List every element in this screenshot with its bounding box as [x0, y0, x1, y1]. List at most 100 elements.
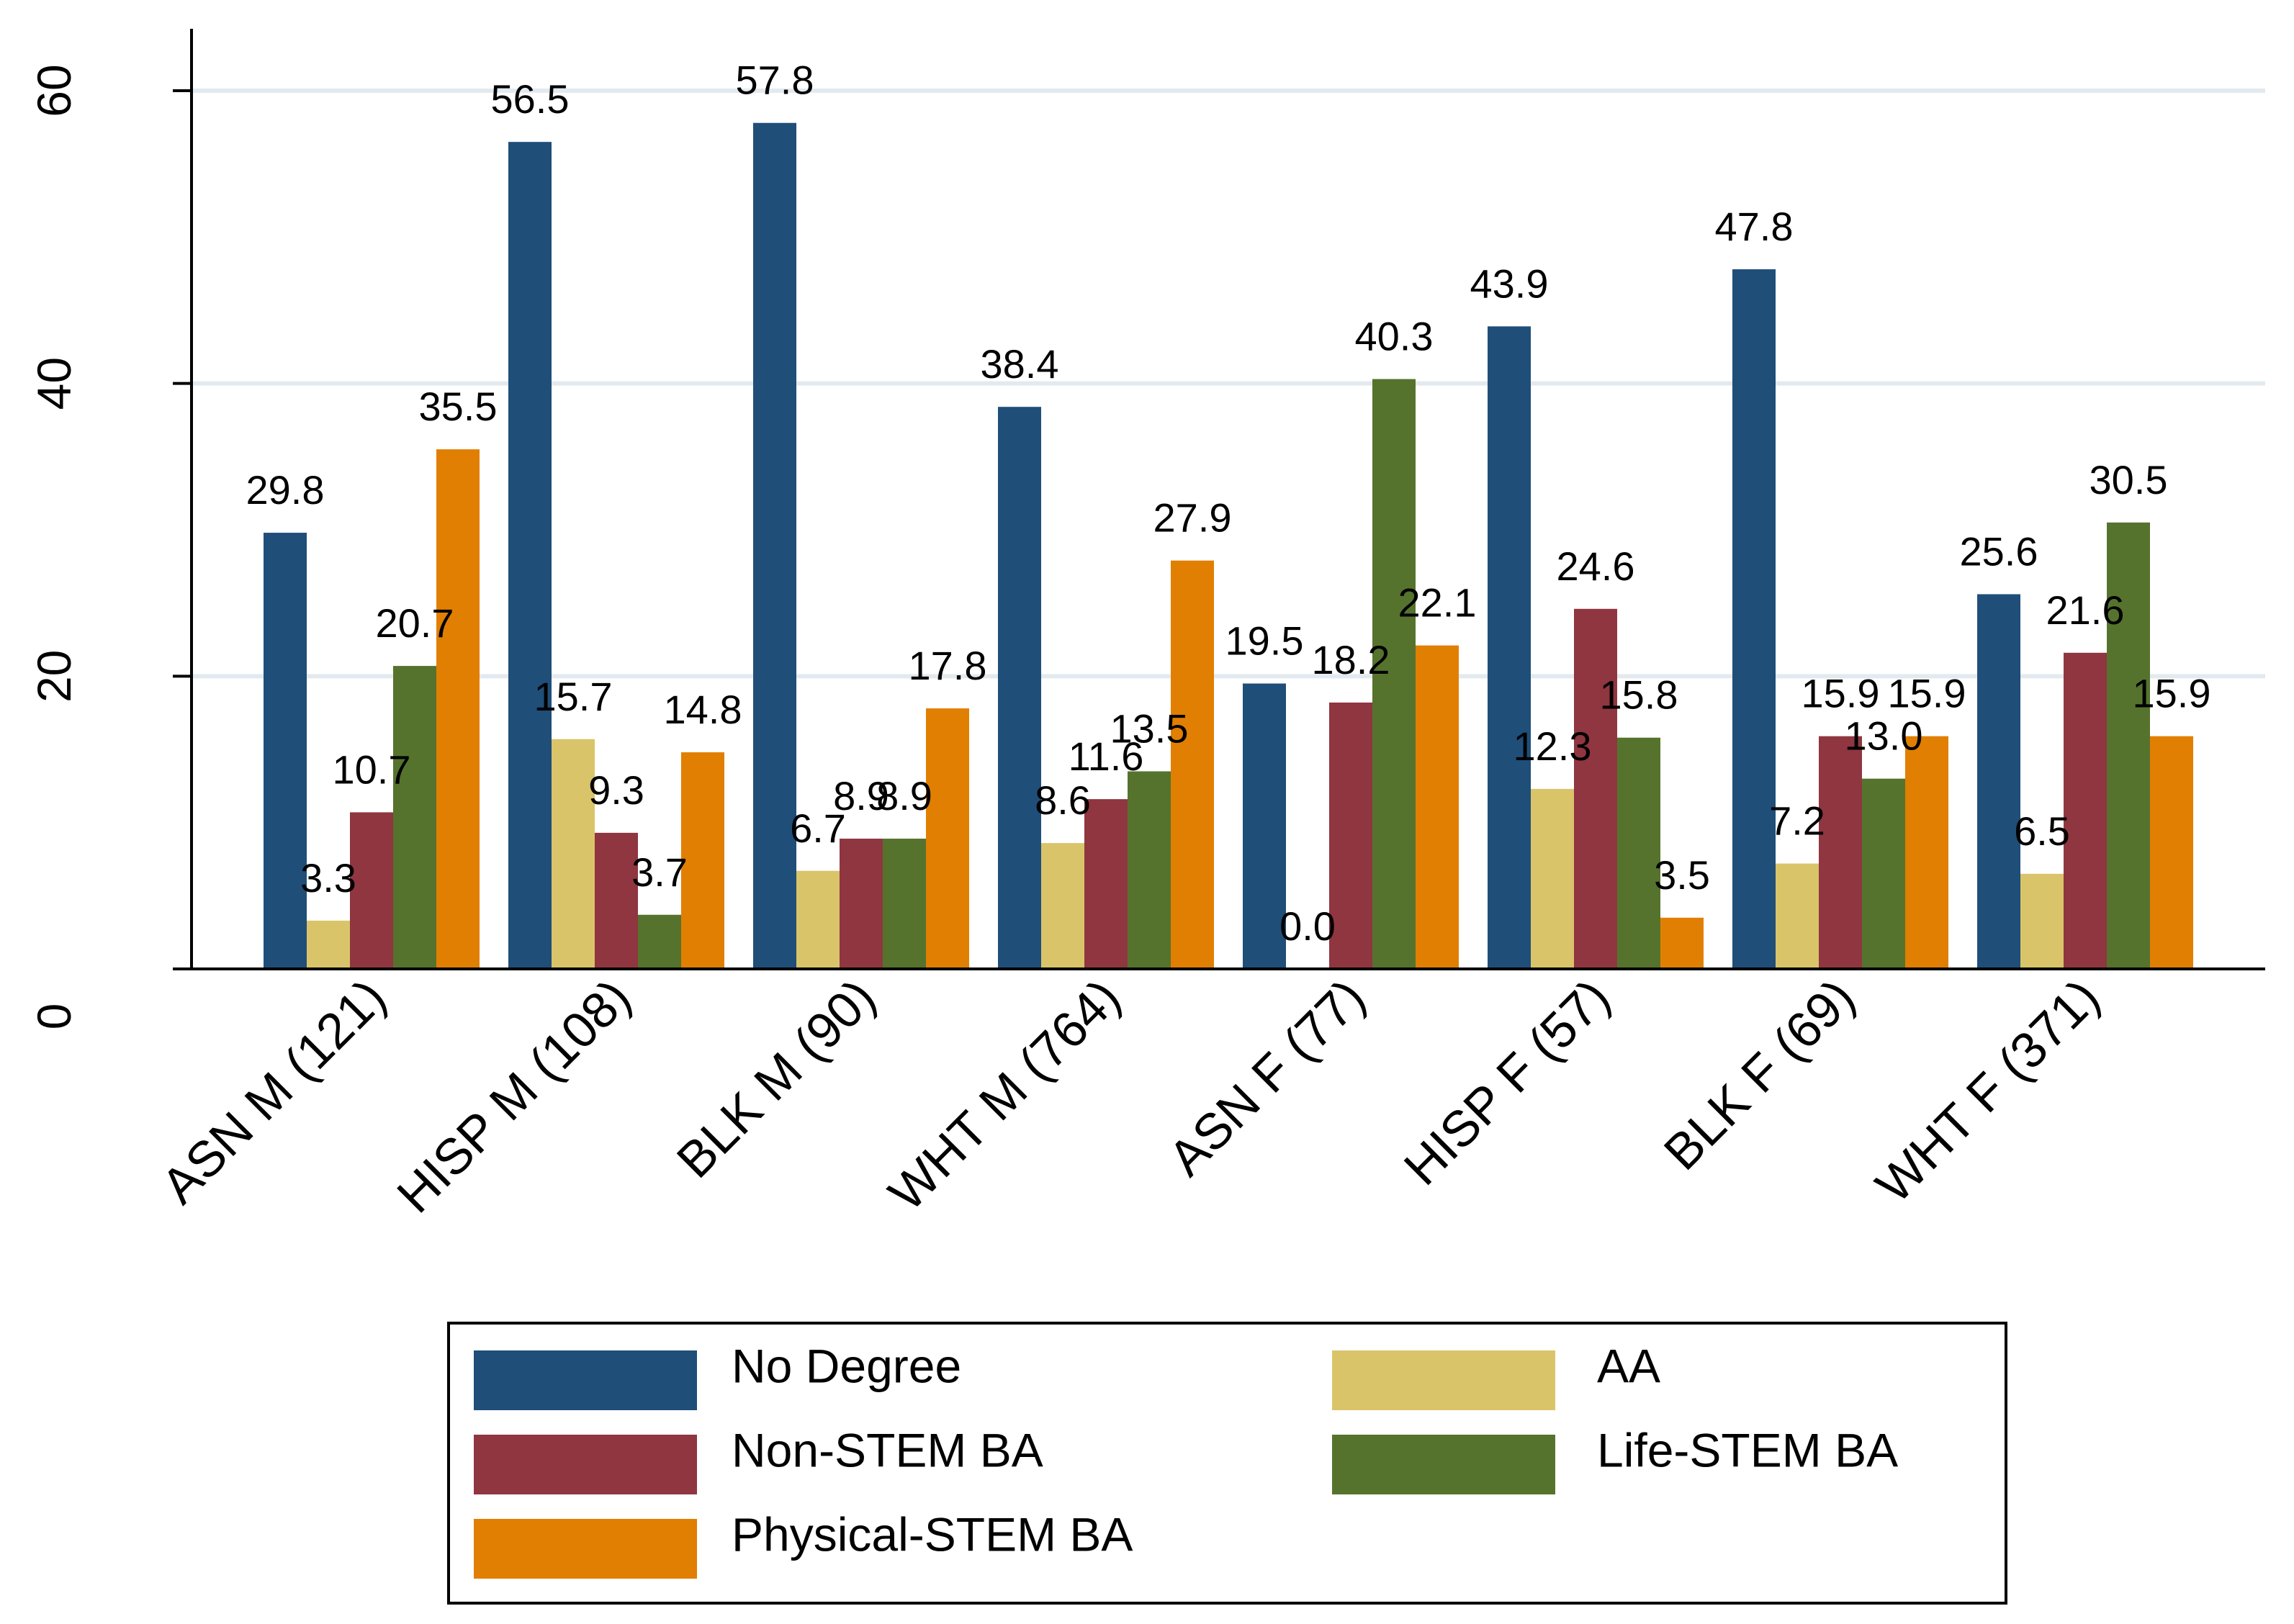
legend-label-aa: AA — [1597, 1339, 1660, 1392]
bar-physical-stem-ba-hisp-m-108 — [681, 752, 724, 969]
value-label-aa-wht-m-764: 8.6 — [1035, 777, 1091, 823]
bar-life-stem-ba-wht-m-764 — [1128, 771, 1171, 969]
bar-physical-stem-ba-hisp-f-57 — [1660, 917, 1704, 969]
x-tick-label-hisp-f-57: HISP F (57) — [1393, 968, 1621, 1196]
bar-aa-wht-f-371 — [2020, 873, 2064, 969]
bar-life-stem-ba-hisp-f-57 — [1617, 737, 1660, 969]
bar-no-degree-blk-m-90 — [753, 122, 796, 969]
bar-physical-stem-ba-wht-m-764 — [1171, 560, 1214, 969]
bar-life-stem-ba-blk-f-69 — [1862, 778, 1905, 969]
bar-non-stem-ba-blk-f-69 — [1819, 736, 1862, 969]
bar-physical-stem-ba-blk-m-90 — [926, 708, 969, 969]
value-label-life-stem-ba-blk-f-69: 13.0 — [1845, 713, 1923, 759]
x-tick-label-wht-m-764: WHT M (764) — [878, 968, 1130, 1221]
x-tick-label-asn-f-77: ASN F (77) — [1158, 968, 1376, 1186]
legend: No Degree AA Non-STEM BA Life-STEM BA Ph… — [447, 1322, 2007, 1605]
y-axis-tick-labels: 0 20 40 60 — [27, 64, 81, 1029]
blue-swatch — [474, 1350, 697, 1410]
value-label-physical-stem-ba-asn-m-121: 35.5 — [419, 384, 498, 429]
bar-non-stem-ba-hisp-f-57 — [1574, 608, 1617, 969]
bar-non-stem-ba-asn-m-121 — [350, 812, 393, 969]
value-label-aa-hisp-m-108: 15.7 — [534, 674, 613, 719]
value-label-non-stem-ba-wht-f-371: 21.6 — [2046, 587, 2125, 633]
value-label-physical-stem-ba-blk-m-90: 17.8 — [909, 643, 987, 688]
value-label-non-stem-ba-hisp-f-57: 24.6 — [1557, 543, 1635, 589]
bar-no-degree-hisp-m-108 — [508, 142, 552, 970]
value-label-physical-stem-ba-wht-f-371: 15.9 — [2133, 671, 2211, 716]
value-label-life-stem-ba-hisp-f-57: 15.8 — [1600, 672, 1678, 718]
value-label-physical-stem-ba-asn-f-77: 22.1 — [1398, 580, 1477, 626]
y-tick-label-20: 20 — [27, 650, 81, 703]
bar-life-stem-ba-asn-m-121 — [393, 666, 436, 969]
legend-label-no-degree: No Degree — [732, 1339, 961, 1392]
value-label-life-stem-ba-asn-m-121: 20.7 — [376, 600, 454, 646]
legend-label-life-stem-ba: Life-STEM BA — [1597, 1423, 1898, 1476]
bar-physical-stem-ba-asn-m-121 — [436, 449, 480, 969]
value-label-life-stem-ba-wht-f-371: 30.5 — [2090, 457, 2168, 502]
value-label-no-degree-wht-m-764: 38.4 — [981, 341, 1059, 387]
bar-no-degree-wht-f-371 — [1977, 594, 2020, 969]
value-label-non-stem-ba-wht-m-764: 11.6 — [1069, 734, 1144, 779]
value-label-life-stem-ba-hisp-m-108: 3.7 — [631, 849, 688, 895]
bar-life-stem-ba-asn-f-77 — [1372, 379, 1416, 969]
bar-aa-hisp-f-57 — [1531, 788, 1574, 969]
bar-aa-wht-m-764 — [1041, 843, 1084, 969]
value-label-no-degree-blk-f-69: 47.8 — [1715, 204, 1794, 249]
bar-life-stem-ba-hisp-m-108 — [638, 914, 681, 969]
bar-no-degree-asn-f-77 — [1243, 683, 1286, 969]
legend-label-non-stem-ba: Non-STEM BA — [732, 1423, 1043, 1476]
x-tick-label-blk-f-69: BLK F (69) — [1653, 968, 1865, 1180]
value-label-no-degree-asn-f-77: 19.5 — [1225, 618, 1304, 664]
bar-physical-stem-ba-blk-f-69 — [1905, 736, 1948, 969]
value-label-aa-hisp-f-57: 12.3 — [1513, 723, 1592, 769]
bar-aa-hisp-m-108 — [552, 739, 595, 969]
bar-non-stem-ba-hisp-m-108 — [595, 832, 638, 969]
yellow-swatch — [1332, 1350, 1555, 1410]
bar-non-stem-ba-blk-m-90 — [840, 839, 883, 969]
value-label-non-stem-ba-hisp-m-108: 9.3 — [588, 767, 644, 813]
bar-life-stem-ba-blk-m-90 — [883, 839, 926, 969]
x-tick-label-wht-f-371: WHT F (371) — [1865, 968, 2110, 1213]
value-label-physical-stem-ba-hisp-m-108: 14.8 — [664, 687, 742, 732]
bar-no-degree-hisp-f-57 — [1488, 326, 1531, 969]
x-axis-tick-labels: ASN M (121)HISP M (108) BLK M (90)WHT M (… — [150, 968, 2110, 1223]
y-tick-label-40: 40 — [27, 357, 81, 410]
value-label-life-stem-ba-wht-m-764: 13.5 — [1110, 706, 1189, 752]
value-label-non-stem-ba-blk-f-69: 15.9 — [1802, 671, 1880, 716]
value-label-aa-asn-m-121: 3.3 — [300, 855, 356, 901]
value-label-aa-blk-m-90: 6.7 — [790, 806, 846, 851]
axes — [173, 29, 2265, 970]
value-label-physical-stem-ba-wht-m-764: 27.9 — [1153, 495, 1232, 541]
bar-no-degree-asn-m-121 — [264, 533, 307, 969]
y-tick-label-60: 60 — [27, 64, 81, 117]
red-swatch — [474, 1435, 697, 1494]
legend-label-physical-stem-ba: Physical-STEM BA — [732, 1507, 1133, 1561]
value-label-aa-asn-f-77: 0.0 — [1279, 903, 1336, 949]
bar-no-degree-wht-m-764 — [998, 407, 1041, 969]
value-label-aa-wht-f-371: 6.5 — [2014, 808, 2070, 854]
value-label-no-degree-hisp-m-108: 56.5 — [491, 76, 570, 122]
bar-aa-asn-m-121 — [307, 920, 350, 969]
value-label-non-stem-ba-asn-f-77: 18.2 — [1312, 637, 1390, 682]
value-label-life-stem-ba-asn-f-77: 40.3 — [1355, 314, 1434, 359]
green-swatch — [1332, 1435, 1555, 1494]
bar-aa-blk-m-90 — [796, 870, 840, 969]
value-label-aa-blk-f-69: 7.2 — [1769, 798, 1825, 844]
legend-box — [447, 1322, 2007, 1605]
value-label-non-stem-ba-asn-m-121: 10.7 — [333, 746, 411, 792]
bars — [264, 122, 2193, 970]
value-label-no-degree-blk-m-90: 57.8 — [736, 58, 814, 103]
x-tick-label-blk-m-90: BLK M (90) — [666, 968, 886, 1188]
value-labels: 29.8 3.3 10.7 20.7 35.5 56.5 15.7 9.3 3.7 14.8 57.… — [246, 58, 2211, 949]
value-label-non-stem-ba-blk-m-90: 8.9 — [833, 773, 889, 818]
bar-life-stem-ba-wht-f-371 — [2107, 522, 2150, 969]
value-label-no-degree-wht-f-371: 25.6 — [1960, 528, 2038, 574]
orange-swatch — [474, 1519, 697, 1579]
x-tick-label-asn-m-121: ASN M (121) — [150, 968, 396, 1214]
value-label-life-stem-ba-blk-m-90: 8.9 — [876, 773, 932, 818]
y-tick-label-0: 0 — [27, 1003, 81, 1030]
value-label-physical-stem-ba-blk-f-69: 15.9 — [1888, 671, 1966, 716]
gridlines — [192, 89, 2265, 679]
value-label-no-degree-asn-m-121: 29.8 — [246, 467, 325, 513]
